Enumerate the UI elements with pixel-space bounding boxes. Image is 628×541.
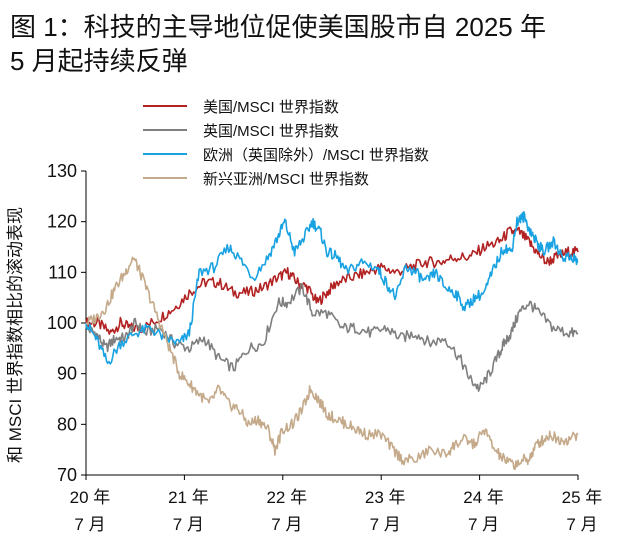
chart-title-line-2: 5 月起持续反弹 [10,46,188,76]
series-line-4 [85,256,579,471]
y-axis-label: 和 MSCI 世界指数相比的滚动表现 [6,207,25,463]
x-tick-label-year: 20 年 [70,488,111,507]
y-tick-label: 70 [57,465,77,485]
series-line-1 [85,226,579,335]
x-tick-label-year: 24 年 [463,488,504,507]
x-tick-label-year: 23 年 [365,488,406,507]
y-tick-label: 120 [47,212,77,232]
series-line-2 [85,283,579,392]
x-tick-label-month: 7 月 [566,515,597,534]
y-tick-label: 130 [47,161,77,181]
legend-label-2: 英国/MSCI 世界指数 [203,122,339,140]
x-tick-label-year: 25 年 [562,488,603,507]
x-tick-label-month: 7 月 [74,515,105,534]
y-tick-label: 80 [57,414,77,434]
legend-label-4: 新兴亚洲/MSCI 世界指数 [203,171,369,188]
chart-title: 图 1：科技的主导地位促使美国股市自 2025 年 5 月起持续反弹 [10,10,620,78]
series-line-3 [85,211,579,365]
legend-label-1: 美国/MSCI 世界指数 [203,99,339,116]
y-tick-label: 100 [47,313,77,333]
x-tick-label-year: 21 年 [168,488,209,507]
x-tick-label-month: 7 月 [173,515,204,534]
x-tick-label-month: 7 月 [468,515,499,534]
x-tick-label-month: 7 月 [271,515,302,534]
y-tick-label: 90 [57,364,77,384]
x-tick-label-month: 7 月 [370,515,401,534]
x-tick-label-year: 22 年 [266,488,307,507]
y-tick-label: 110 [48,262,77,282]
legend-label-3: 欧洲（英国除外）/MSCI 世界指数 [203,146,429,164]
chart-title-line-1: 图 1：科技的主导地位促使美国股市自 2025 年 [10,12,546,42]
